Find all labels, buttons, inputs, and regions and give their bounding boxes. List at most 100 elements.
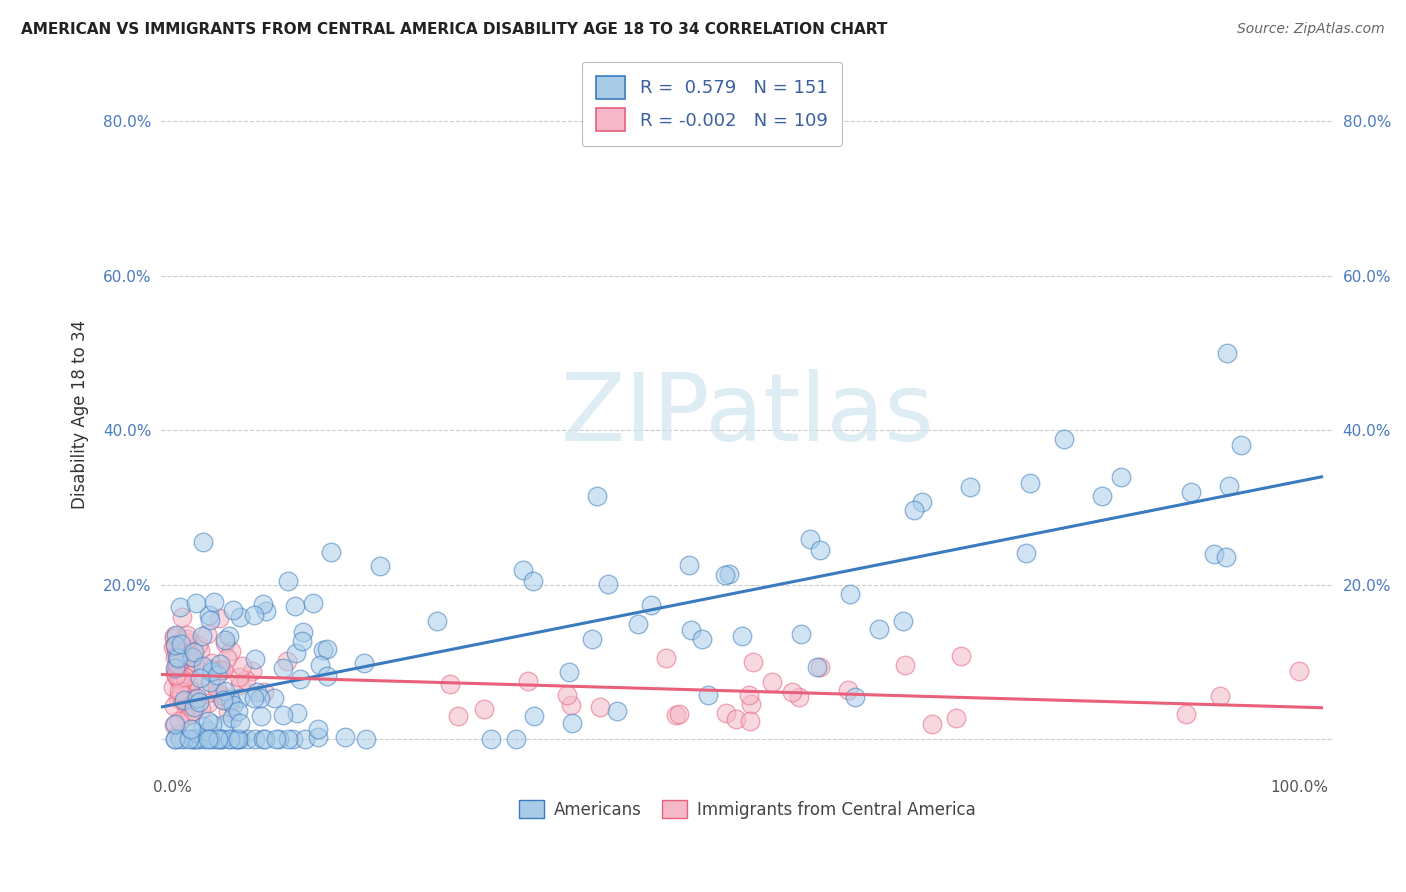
Point (186, 690, 208, 705)
Point (472, 702, 495, 716)
Point (581, 632, 603, 647)
Point (165, 645, 187, 659)
Point (184, 692, 207, 706)
Point (742, 655, 765, 669)
Point (166, 665, 188, 679)
Point (169, 732, 191, 747)
Point (271, 661, 294, 675)
Point (165, 661, 187, 675)
Point (195, 685, 218, 699)
Point (167, 727, 190, 741)
Point (277, 574, 299, 588)
Point (169, 684, 191, 698)
Point (166, 672, 188, 686)
Point (235, 673, 257, 688)
Point (163, 718, 186, 732)
Point (228, 691, 250, 706)
Point (166, 670, 188, 684)
Point (207, 681, 229, 695)
Point (209, 688, 232, 702)
Point (799, 532, 821, 546)
Point (790, 626, 813, 640)
Point (186, 596, 208, 610)
Point (228, 609, 250, 624)
Point (283, 732, 305, 747)
Point (217, 706, 239, 720)
Point (598, 576, 620, 591)
Point (197, 697, 219, 711)
Point (354, 732, 377, 747)
Point (166, 649, 188, 664)
Point (202, 732, 225, 747)
Point (165, 732, 187, 747)
Point (173, 692, 195, 706)
Point (221, 711, 243, 725)
Point (522, 574, 544, 588)
Point (180, 657, 202, 671)
Point (229, 732, 252, 747)
Point (183, 724, 205, 739)
Point (214, 717, 236, 731)
Point (242, 607, 264, 622)
Point (191, 659, 214, 673)
Point (179, 683, 201, 698)
Point (1109, 470, 1132, 484)
Point (226, 704, 249, 718)
Point (678, 558, 700, 572)
Point (1180, 484, 1202, 499)
Point (183, 732, 205, 747)
Point (252, 597, 274, 611)
Point (1288, 664, 1310, 678)
Point (162, 640, 184, 655)
Point (640, 599, 662, 613)
Point (207, 663, 229, 677)
Point (176, 628, 198, 642)
Point (179, 656, 201, 670)
Point (229, 715, 252, 730)
Point (193, 732, 215, 747)
Point (218, 732, 240, 747)
Point (181, 732, 204, 747)
Point (179, 707, 201, 722)
Point (696, 688, 718, 702)
Point (240, 665, 263, 679)
Point (201, 656, 224, 670)
Point (271, 708, 294, 723)
Point (266, 732, 288, 747)
Point (1019, 476, 1042, 491)
Point (903, 503, 925, 517)
Point (717, 567, 740, 582)
Point (808, 543, 831, 558)
Point (201, 664, 224, 678)
Legend: Americans, Immigrants from Central America: Americans, Immigrants from Central Ameri… (512, 794, 981, 826)
Point (169, 653, 191, 667)
Point (319, 545, 342, 559)
Point (195, 627, 218, 641)
Point (243, 652, 266, 666)
Point (263, 691, 285, 706)
Point (761, 675, 783, 690)
Point (315, 669, 337, 683)
Point (180, 723, 202, 737)
Point (162, 629, 184, 643)
Point (188, 671, 211, 685)
Point (426, 614, 449, 628)
Point (174, 685, 197, 699)
Point (187, 695, 209, 709)
Point (284, 646, 307, 660)
Point (176, 632, 198, 647)
Point (193, 719, 215, 733)
Point (172, 694, 194, 708)
Point (690, 632, 713, 647)
Point (725, 712, 748, 726)
Point (681, 623, 703, 637)
Point (1216, 345, 1239, 359)
Point (808, 660, 831, 674)
Text: AMERICAN VS IMMIGRANTS FROM CENTRAL AMERICA DISABILITY AGE 18 TO 34 CORRELATION : AMERICAN VS IMMIGRANTS FROM CENTRAL AMER… (21, 22, 887, 37)
Point (517, 673, 540, 688)
Point (309, 658, 332, 673)
Point (166, 659, 188, 673)
Point (447, 709, 470, 723)
Point (198, 732, 221, 747)
Point (250, 709, 273, 723)
